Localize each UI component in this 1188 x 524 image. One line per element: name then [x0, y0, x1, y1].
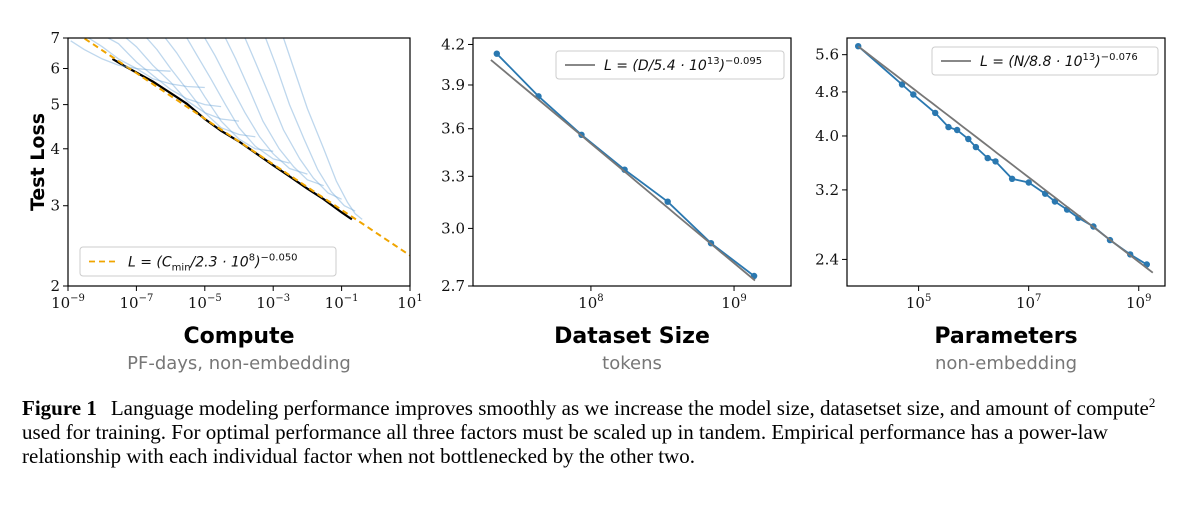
x-tick-label: 108 — [578, 293, 603, 312]
y-tick-label: 7 — [50, 29, 60, 47]
training-curve-9 — [224, 38, 324, 187]
legend-box — [931, 46, 1159, 76]
legend-box — [555, 50, 785, 80]
fit-line — [857, 45, 1154, 274]
data-line — [496, 53, 755, 277]
y-tick-label: 3.3 — [441, 167, 465, 185]
x-axis-subtitle: PF-days, non-embedding — [127, 353, 351, 374]
training-curve-8 — [204, 38, 308, 175]
y-tick-label: 5 — [50, 96, 60, 114]
y-tick-label: 2.7 — [441, 277, 465, 295]
legend: L = (D/5.4 · 1013)−0.095 — [555, 50, 785, 80]
data-point — [910, 91, 917, 98]
data-point — [992, 158, 999, 165]
data-point — [965, 135, 972, 143]
x-tick-label: 109 — [1126, 293, 1151, 312]
plot-area — [490, 50, 758, 282]
axes-frame — [846, 37, 1166, 287]
training-curve-6 — [164, 38, 274, 152]
caption-footnote-mark: 2 — [1148, 395, 1156, 410]
x-tick-label: 10−5 — [188, 293, 222, 312]
x-tick-label: 107 — [1016, 293, 1041, 312]
training-curve-4 — [125, 38, 240, 122]
x-tick-label: 109 — [721, 293, 746, 312]
legend: L = (Cmin/2.3 · 108)−0.050 — [79, 246, 337, 277]
y-tick-label: 5.6 — [815, 46, 839, 64]
data-point — [1051, 198, 1059, 205]
y-tick-label: 2 — [50, 277, 60, 295]
training-curve-10 — [244, 38, 342, 200]
data-point — [945, 123, 952, 131]
training-curve-5 — [146, 38, 256, 138]
frontier-line — [111, 57, 353, 221]
data-point — [932, 109, 939, 117]
plot-area — [855, 43, 1154, 274]
chart-panel-3: 105 107 109 2.4 3.2 4.0 4.8 5.6 Parameters non-em… — [815, 37, 1166, 374]
training-curve-7 — [186, 38, 290, 164]
axes-frame — [67, 37, 411, 287]
data-point — [953, 126, 961, 134]
y-tick-label: 4.0 — [815, 127, 839, 145]
figure-label: Figure 1 — [22, 396, 97, 420]
chart-panel-2: 108 109 2.7 3.0 3.3 3.6 3.9 4.2 Dataset Size toke… — [441, 35, 792, 374]
data-point — [972, 143, 980, 151]
training-curve-12 — [282, 38, 363, 220]
x-axis-subtitle: non-embedding — [935, 353, 1077, 374]
legend: L = (N/8.8 · 1013)−0.076 — [931, 46, 1159, 76]
x-axis-title: Dataset Size — [554, 324, 710, 349]
y-tick-label: 4 — [50, 140, 60, 158]
y-tick-label: 3 — [50, 197, 60, 215]
plot-area — [70, 38, 410, 257]
fit-line — [81, 38, 410, 257]
x-tick-label: 10−7 — [119, 293, 153, 312]
legend-box — [79, 246, 337, 277]
x-tick-label: 10−9 — [51, 293, 85, 312]
training-curve-1 — [70, 40, 171, 72]
data-point — [1008, 175, 1016, 182]
figure-caption: Figure 1 Language modeling performance im… — [22, 396, 1172, 468]
legend-label: L = (D/5.4 · 1013)−0.095 — [604, 56, 762, 74]
data-point — [984, 154, 991, 162]
data-point — [1025, 179, 1032, 186]
training-curve-11 — [264, 38, 356, 212]
y-tick-label: 4.8 — [815, 83, 839, 101]
data-point — [898, 81, 906, 88]
x-tick-label: 10−1 — [325, 293, 359, 312]
y-tick-label: 2.4 — [815, 250, 839, 268]
x-axis-title: Compute — [183, 324, 294, 349]
y-tick-label: 6 — [50, 60, 60, 78]
training-curve-2 — [88, 38, 205, 89]
x-tick-label: 101 — [397, 293, 422, 312]
x-tick-label: 10−3 — [256, 293, 290, 312]
fit-line — [490, 59, 756, 282]
y-tick-label: 3.6 — [441, 120, 465, 138]
x-axis-subtitle: tokens — [602, 353, 662, 374]
caption-text-part1: Language modeling performance improves s… — [110, 396, 1149, 420]
chart-panel-1: 10−9 10−7 10−5 10−3 10−1 101 2 3 4 5 6 7 Compute PF-d… — [27, 29, 423, 374]
x-tick-label: 105 — [906, 293, 931, 312]
axes-frame — [472, 37, 792, 287]
y-tick-label: 3.9 — [441, 76, 465, 94]
x-axis-title: Parameters — [934, 324, 1077, 349]
y-axis-title: Test Loss — [27, 113, 49, 211]
data-point — [664, 198, 671, 205]
y-tick-label: 3.0 — [441, 219, 465, 237]
training-curve-3 — [107, 38, 222, 108]
data-point — [493, 50, 500, 57]
y-tick-label: 3.2 — [815, 181, 839, 199]
y-tick-label: 4.2 — [441, 35, 465, 53]
legend-label: L = (Cmin/2.3 · 108)−0.050 — [128, 253, 298, 274]
legend-label: L = (N/8.8 · 1013)−0.076 — [980, 52, 1138, 70]
caption-text-part2: used for training. For optimal performan… — [22, 420, 1108, 468]
